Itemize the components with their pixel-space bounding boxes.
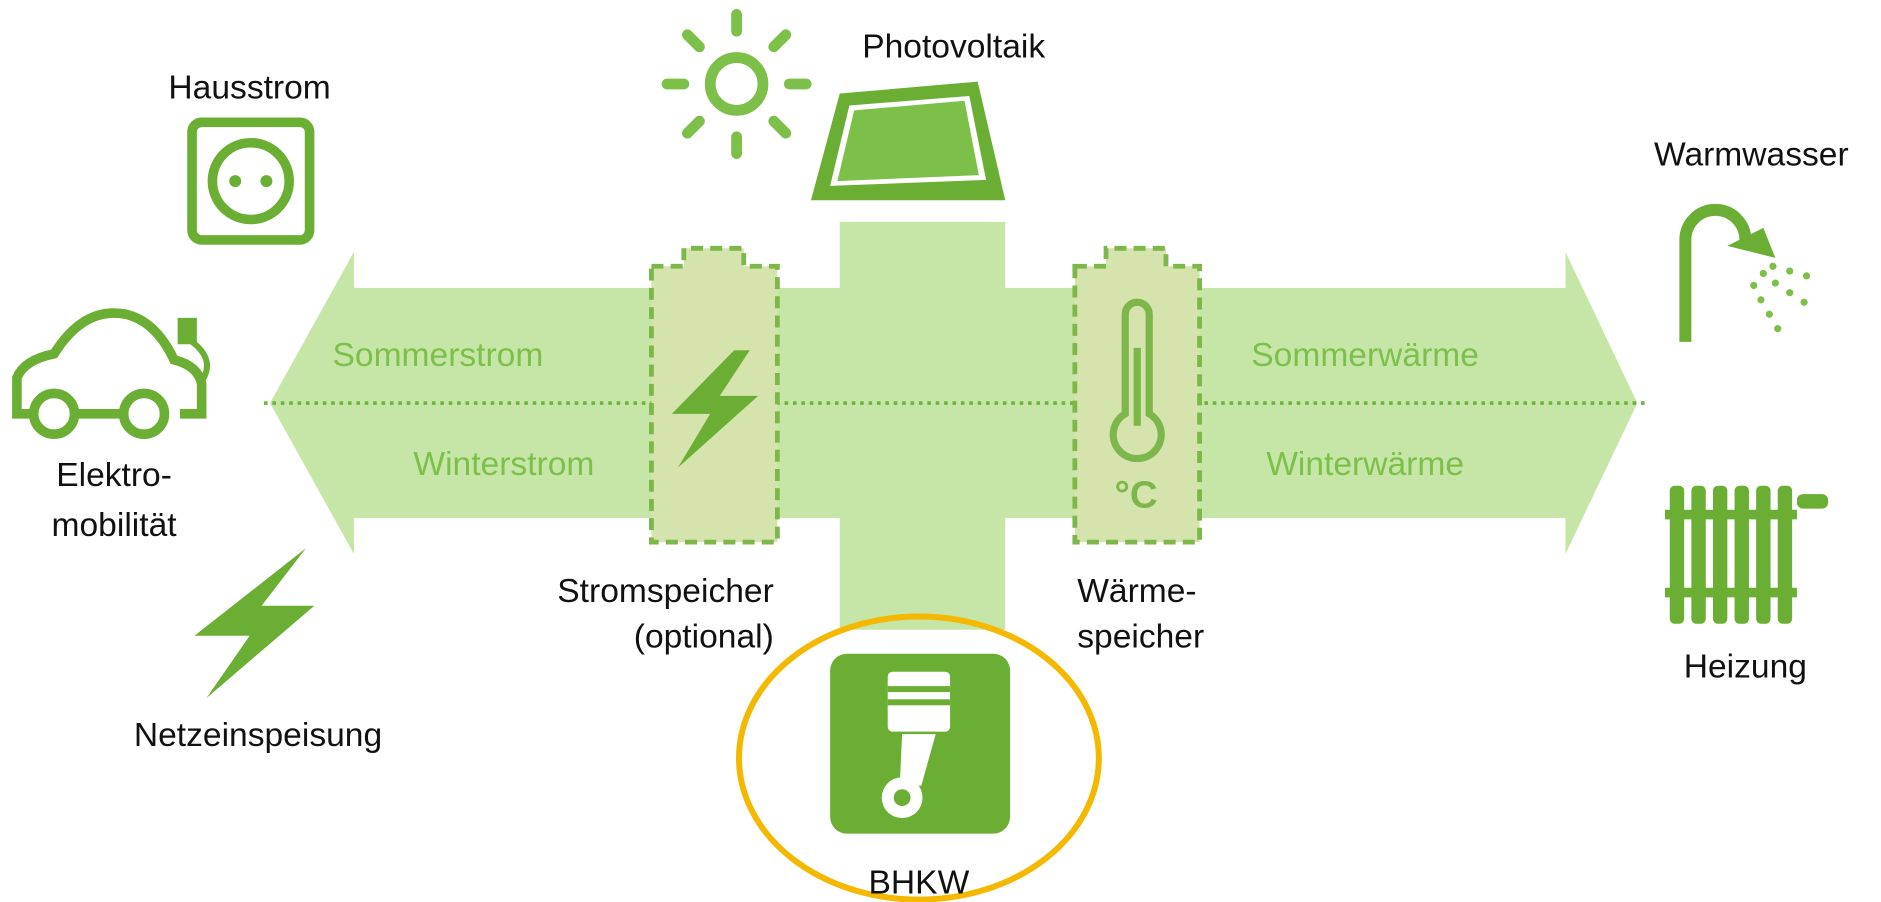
- plug: [177, 317, 197, 345]
- label: Stromspeicher: [557, 573, 773, 610]
- socket-icon: [187, 117, 315, 245]
- grid-bolt: [194, 548, 315, 699]
- bhkw-icon: [830, 653, 1011, 834]
- label: BHKW: [869, 865, 970, 902]
- label: Heizung: [1684, 649, 1807, 686]
- thermometer: [1109, 298, 1165, 463]
- solar-panel: [810, 81, 1006, 201]
- highlight-ring: [736, 613, 1102, 902]
- label: Hausstrom: [168, 69, 330, 106]
- flow-label: Sommerwärme: [1251, 337, 1479, 374]
- label: mobilität: [52, 507, 178, 544]
- label: Photovoltaik: [862, 29, 1045, 66]
- socket-pin: [260, 175, 273, 188]
- label: Warmwasser: [1654, 137, 1849, 174]
- radiator-icon: [1664, 485, 1829, 624]
- label: Netzeinspeisung: [134, 717, 382, 754]
- car-icon: [12, 308, 211, 440]
- battery-bolt: [671, 350, 759, 468]
- flow-label: Winterwärme: [1266, 446, 1464, 483]
- celsius: °C: [1114, 473, 1157, 516]
- label: Wärme-: [1077, 573, 1196, 610]
- socket-pin: [229, 175, 242, 188]
- shower-icon: [1679, 203, 1811, 342]
- label: speicher: [1077, 619, 1204, 656]
- flow-arrows: [269, 221, 1638, 630]
- flow-label: Sommerstrom: [333, 337, 544, 374]
- label: Elektro-: [56, 457, 172, 494]
- label: (optional): [634, 619, 774, 656]
- sun-icon: [661, 8, 812, 159]
- flow-label: Winterstrom: [413, 446, 594, 483]
